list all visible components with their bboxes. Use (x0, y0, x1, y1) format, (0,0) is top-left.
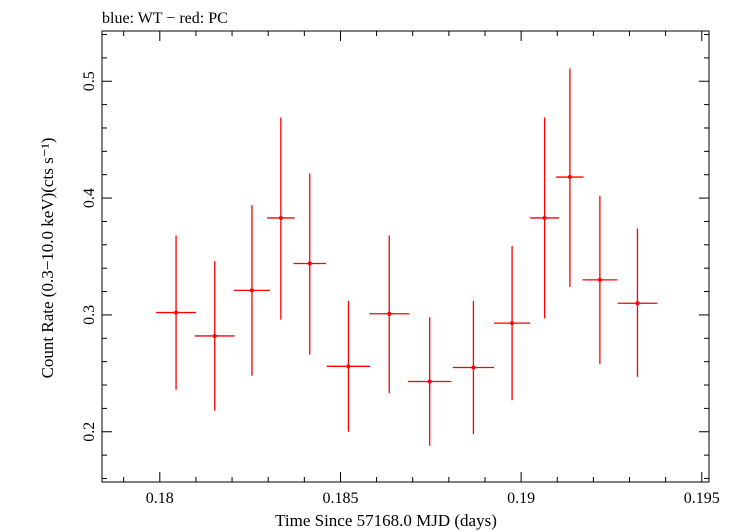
y-tick-label: 0.2 (81, 422, 98, 442)
x-axis-ticks (123, 31, 703, 482)
data-point (582, 195, 618, 364)
data-point (408, 317, 452, 446)
point-marker (249, 288, 254, 293)
point-marker (567, 175, 572, 180)
plot-frame (101, 30, 710, 483)
data-series-red (156, 68, 658, 446)
point-marker (387, 311, 392, 316)
point-marker (212, 333, 217, 338)
point-marker (174, 310, 179, 315)
point-marker (510, 321, 515, 326)
data-point (617, 228, 658, 377)
point-marker (635, 301, 640, 306)
point-marker (542, 215, 547, 220)
point-marker (427, 379, 432, 384)
data-point (369, 235, 410, 394)
y-tick-label: 0.4 (81, 188, 98, 208)
point-marker (307, 261, 312, 266)
data-point (494, 245, 531, 401)
x-tick-label: 0.185 (322, 490, 358, 507)
y-tick-label: 0.5 (81, 71, 98, 91)
data-point (452, 300, 495, 435)
y-axis-ticks (102, 34, 709, 479)
chart-title: blue: WT − red: PC (102, 10, 228, 27)
data-point (530, 117, 560, 319)
x-axis-label: Time Since 57168.0 MJD (days) (275, 511, 497, 530)
x-tick-label: 0.18 (146, 490, 174, 507)
data-point (326, 300, 371, 432)
y-tick-label: 0.3 (81, 305, 98, 325)
point-marker (597, 277, 602, 282)
data-point (267, 117, 295, 320)
data-point (156, 235, 196, 390)
x-axis-tick-labels: 0.18 0.185 0.19 0.195 (146, 490, 720, 507)
point-marker (278, 215, 283, 220)
data-point (556, 68, 584, 287)
x-tick-label: 0.195 (684, 490, 720, 507)
y-axis-tick-labels: 0.2 0.3 0.4 0.5 (81, 71, 98, 442)
data-point (293, 173, 327, 355)
point-marker (346, 364, 351, 369)
x-tick-label: 0.19 (507, 490, 535, 507)
data-point (194, 261, 235, 411)
data-point (233, 205, 271, 376)
y-axis-label: Count Rate (0.3−10.0 keV)(cts s⁻¹) (38, 138, 57, 379)
point-marker (471, 365, 476, 370)
